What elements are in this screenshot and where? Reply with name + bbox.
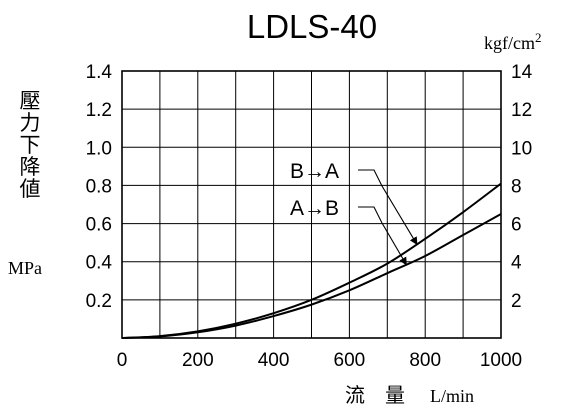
y2-tick-label: 4 xyxy=(511,253,522,274)
x-tick-label: 200 xyxy=(182,350,214,371)
tick-labels: 0 200 400 600 800 1000 0.2 0.4 0.6 0.8 1.0 1.2 1.4 2 4… xyxy=(86,62,533,371)
y-axis-label-char: 値 xyxy=(20,177,41,201)
plot-frame xyxy=(121,70,502,339)
series xyxy=(121,182,502,339)
y-axis-label-char: 力 xyxy=(20,111,41,135)
y-tick-label: 1.0 xyxy=(86,138,112,159)
y-axis-label-char: 壓 xyxy=(20,89,41,113)
y2-tick-label: 8 xyxy=(511,176,522,197)
x-tick-label: 1000 xyxy=(480,350,522,371)
x-tick-label: 800 xyxy=(409,350,441,371)
series-label-b-to-a: B→A xyxy=(290,160,339,183)
y-tick-label: 0.6 xyxy=(86,215,112,236)
grid xyxy=(121,70,502,339)
series-label-a-to-b: A→B xyxy=(290,197,339,220)
y2-tick-label: 14 xyxy=(511,62,533,83)
y2-tick-label: 12 xyxy=(511,100,532,121)
y-tick-label: 0.4 xyxy=(86,253,113,274)
y2-tick-label: 6 xyxy=(511,215,522,236)
x-axis-label: 流 量 xyxy=(345,384,405,407)
leader-arrow xyxy=(358,169,418,246)
x-tick-label: 0 xyxy=(117,350,128,371)
x-tick-label: 400 xyxy=(258,350,290,371)
y2-tick-label: 2 xyxy=(511,291,522,312)
x-axis-unit: L/min xyxy=(430,386,474,406)
y-tick-label: 0.8 xyxy=(86,176,112,197)
chart-title: LDLS-40 xyxy=(247,8,377,45)
y-axis-label-char: 降 xyxy=(20,155,41,179)
annotations: B→A A→B xyxy=(290,160,418,266)
x-tick-label: 600 xyxy=(334,350,366,371)
y-axis-label-char: 下 xyxy=(20,133,41,157)
series-line-a-to-b xyxy=(121,213,502,339)
y-tick-label: 0.2 xyxy=(86,291,112,312)
y2-tick-label: 10 xyxy=(511,138,532,159)
y-tick-label: 1.2 xyxy=(86,100,112,121)
leader-arrow xyxy=(358,206,407,266)
y2-axis-unit: kgf/cm2 xyxy=(484,30,542,53)
y-axis-unit: MPa xyxy=(8,258,42,278)
y-tick-label: 1.4 xyxy=(86,62,113,83)
